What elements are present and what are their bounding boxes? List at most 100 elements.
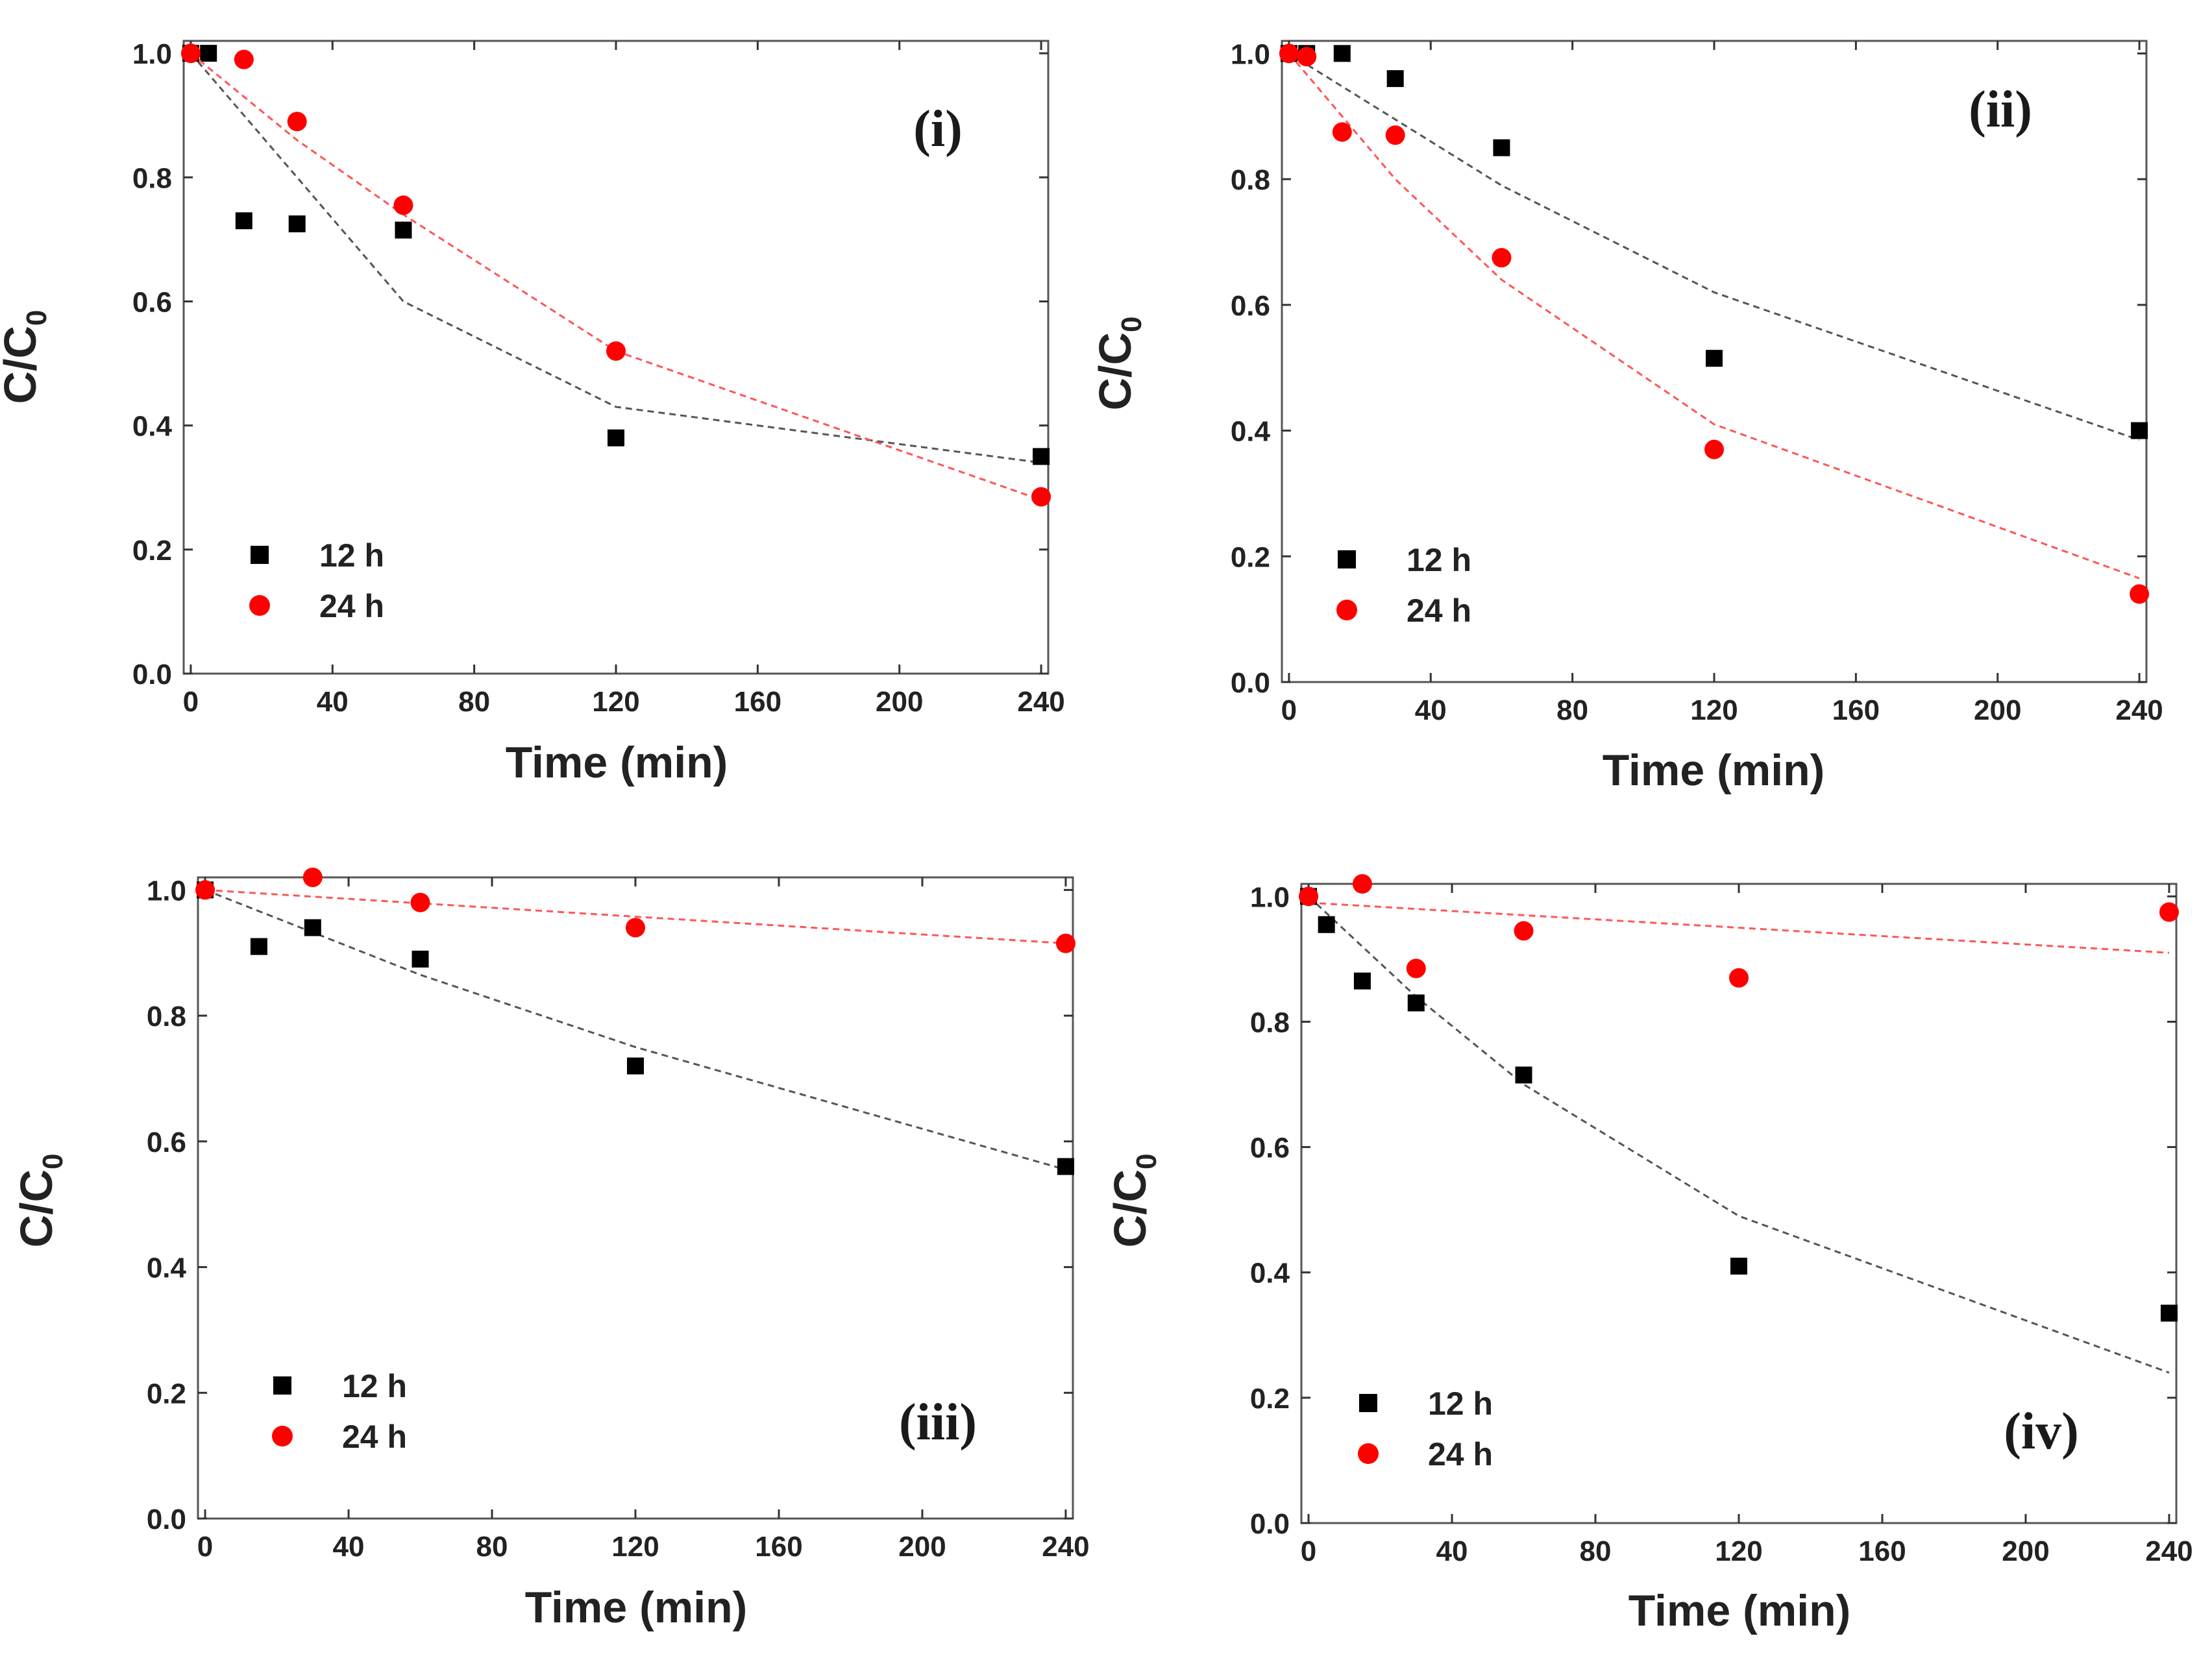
- legend: 12 h 24 h: [249, 537, 384, 624]
- x-tick-label: 240: [2115, 694, 2163, 726]
- x-tick-label: 40: [1415, 694, 1447, 726]
- y-tick-label: 0.6: [1231, 290, 1270, 322]
- y-axis-title: C/C0: [0, 310, 53, 404]
- y-tick-label: 1.0: [132, 38, 172, 70]
- x-tick-label: 160: [1858, 1535, 1906, 1567]
- y-axis-title-subscript: 0: [1131, 1153, 1162, 1169]
- data-point-square: [2131, 422, 2148, 439]
- x-axis-title: Time (min): [525, 1583, 748, 1632]
- chart-panel-4: 0 40 80 120 160 200 240 0.0 0.2 0.4 0.6 0.8 1.0 Time …: [1105, 874, 2193, 1635]
- x-tick-label: 160: [755, 1531, 802, 1563]
- series-24h: [1299, 874, 2179, 988]
- x-axis-title: Time (min): [1628, 1586, 1851, 1635]
- legend-label: 24 h: [1428, 1436, 1493, 1472]
- data-point-circle: [1055, 933, 1075, 953]
- x-axis-title: Time (min): [506, 738, 728, 787]
- data-point-square: [1493, 139, 1510, 156]
- x-tick-label: 80: [1556, 694, 1588, 726]
- data-point-circle: [606, 341, 626, 361]
- x-tick-label: 200: [876, 686, 923, 718]
- legend-label: 12 h: [342, 1368, 407, 1404]
- chart-panel-3: 0 40 80 120 160 200 240 0.0 0.2 0.4 0.6 0.8 1.0 Time …: [11, 868, 1090, 1632]
- data-point-circle: [626, 918, 645, 938]
- fit-line: [190, 53, 1042, 464]
- y-axis-title: C/C0: [1090, 316, 1148, 410]
- y-tick-label: 0.0: [1250, 1508, 1290, 1540]
- fit-line: [1288, 53, 2140, 580]
- y-tick-label: 0.2: [1231, 541, 1270, 573]
- data-point-circle: [1492, 248, 1512, 268]
- data-point-circle: [1031, 487, 1051, 507]
- legend-label: 24 h: [1407, 592, 1471, 629]
- legend-marker-circle: [1358, 1443, 1379, 1464]
- y-axis-title-main: C/C: [0, 326, 45, 404]
- legend: 12 h 24 h: [1336, 542, 1471, 629]
- series-12h: [1300, 888, 2178, 1374]
- y-tick-label: 0.4: [132, 411, 173, 443]
- y-tick-label: 1.0: [1250, 881, 1290, 913]
- data-point-square: [200, 45, 217, 62]
- chart-panel-1: 0 40 80 120 160 200 240 0.0 0.2 0.4 0.6 0.8 1.0 Time …: [0, 38, 1065, 787]
- legend-marker-circle: [272, 1426, 293, 1446]
- x-tick-label: 120: [1690, 694, 1738, 726]
- data-point-circle: [1352, 874, 1372, 894]
- data-point-square: [250, 938, 267, 955]
- legend-marker-square: [273, 1376, 291, 1395]
- y-tick-label: 0.2: [1250, 1383, 1290, 1415]
- data-point-circle: [1385, 125, 1405, 145]
- x-tick-label: 0: [197, 1531, 213, 1563]
- x-tick-label: 160: [734, 686, 781, 718]
- x-tick-label: 80: [1580, 1535, 1612, 1567]
- panel-label: (i): [913, 101, 963, 158]
- data-point-circle: [1299, 886, 1319, 907]
- y-axis-title: C/C0: [11, 1153, 69, 1247]
- data-point-circle: [1514, 921, 1534, 941]
- x-tick-label: 200: [898, 1531, 946, 1563]
- x-tick-label: 160: [1832, 694, 1880, 726]
- legend-marker-square: [251, 546, 269, 564]
- x-tick-label: 200: [1974, 694, 2021, 726]
- data-point-square: [627, 1057, 644, 1075]
- series-24h: [195, 868, 1075, 953]
- data-point-circle: [180, 43, 201, 64]
- data-point-circle: [2130, 584, 2150, 604]
- data-point-square: [412, 950, 429, 968]
- data-point-circle: [393, 195, 413, 215]
- x-tick-label: 200: [2002, 1535, 2049, 1567]
- data-point-square: [1333, 45, 1351, 62]
- y-tick-label: 0.0: [147, 1504, 186, 1535]
- x-tick-label: 240: [2145, 1535, 2193, 1567]
- legend-label: 24 h: [319, 588, 384, 624]
- x-tick-label: 120: [592, 686, 639, 718]
- data-point-circle: [287, 112, 307, 132]
- data-point-circle: [2159, 902, 2179, 922]
- x-tick-label: 40: [317, 686, 349, 718]
- y-tick-label: 0.4: [1250, 1258, 1290, 1289]
- fit-line: [1308, 901, 2170, 954]
- panel-label: (ii): [1969, 81, 2032, 138]
- y-tick-label: 0.4: [147, 1252, 187, 1284]
- fit-line: [1288, 53, 2140, 441]
- x-tick-label: 40: [333, 1531, 365, 1563]
- data-point-circle: [1297, 47, 1317, 67]
- x-tick-label: 120: [1715, 1535, 1762, 1567]
- y-tick-label: 0.6: [147, 1127, 186, 1158]
- x-tick-label: 0: [183, 686, 199, 718]
- y-tick-label: 0.0: [1231, 667, 1270, 699]
- chart-panel-2: 0 40 80 120 160 200 240 0.0 0.2 0.4 0.6 0.8 1.0 Time …: [1090, 38, 2163, 795]
- y-axis-title-main: C/C: [1105, 1169, 1155, 1248]
- fit-line: [1308, 896, 2170, 1374]
- data-point-square: [1407, 994, 1425, 1012]
- legend-label: 24 h: [342, 1419, 407, 1455]
- panel-label: (iii): [899, 1394, 977, 1451]
- series-12h: [197, 881, 1074, 1175]
- x-tick-label: 120: [611, 1531, 659, 1563]
- legend-marker-circle: [249, 595, 270, 616]
- y-tick-label: 0.8: [1231, 164, 1270, 196]
- y-tick-label: 0.6: [1250, 1132, 1290, 1164]
- legend: 12 h 24 h: [272, 1368, 407, 1455]
- x-tick-label: 40: [1436, 1535, 1468, 1567]
- data-point-square: [1515, 1066, 1532, 1084]
- legend-label: 12 h: [1428, 1385, 1493, 1422]
- x-tick-label: 240: [1017, 686, 1064, 718]
